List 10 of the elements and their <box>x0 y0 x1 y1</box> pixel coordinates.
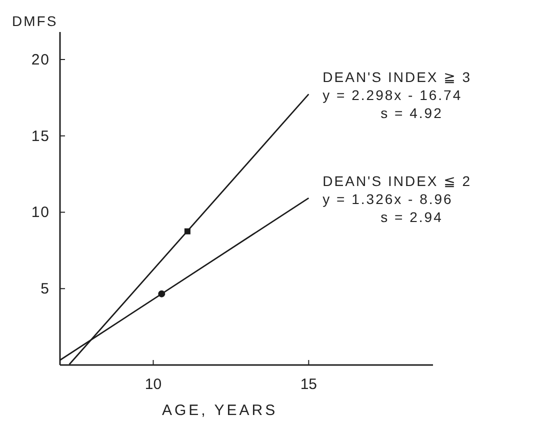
y-axis-title: DMFS <box>12 13 58 29</box>
annotation: y = 2.298x - 16.74 s = 4.92 <box>322 87 462 122</box>
y-tick-label: 20 <box>31 51 50 68</box>
series-label: DEAN'S INDEX ≧ 3 <box>322 69 472 86</box>
annotation: y = 1.326x - 8.96 s = 2.94 <box>322 191 453 226</box>
y-tick-label: 5 <box>40 280 50 298</box>
series-label: DEAN'S INDEX ≦ 2 <box>322 173 472 190</box>
x-axis-title: AGE, YEARS <box>162 402 278 419</box>
y-tick-label: 15 <box>31 128 50 145</box>
y-tick-label: 10 <box>31 204 50 222</box>
